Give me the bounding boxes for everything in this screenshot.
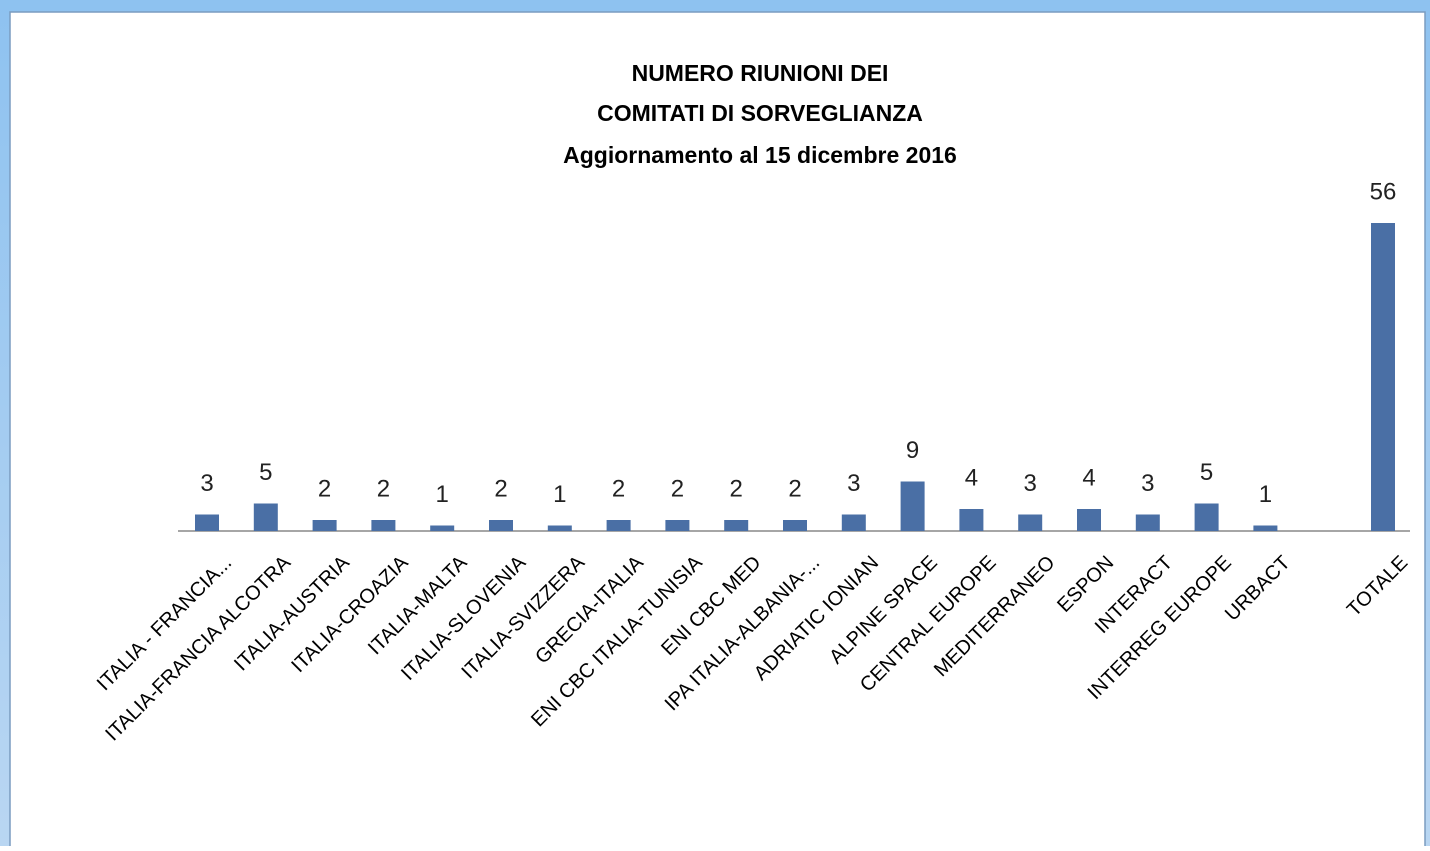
data-label: 2 [671,475,684,502]
bar [489,520,513,531]
bar [1194,503,1219,531]
bar [724,520,749,531]
bar [1135,514,1160,531]
bar [959,509,984,531]
chart-title: COMITATI DI SORVEGLIANZA [597,100,923,126]
data-label: 56 [1370,178,1397,205]
data-label: 1 [436,481,449,508]
data-label: 3 [1024,470,1037,497]
data-label: 5 [259,459,272,486]
data-label: 2 [730,475,743,502]
data-label: 3 [200,470,213,497]
bar [1018,514,1043,531]
plot-area [9,11,1426,851]
data-label: 1 [553,481,566,508]
data-label: 3 [847,470,860,497]
data-label: 2 [788,475,801,502]
bar [195,514,219,531]
data-label: 1 [1259,481,1272,508]
data-label: 9 [906,437,919,464]
bar [606,520,631,531]
data-label: 2 [318,475,331,502]
bar [253,503,278,531]
data-label: 3 [1141,470,1154,497]
bar [841,514,866,531]
chart-title: Aggiornamento al 15 dicembre 2016 [563,142,957,168]
bar [1371,223,1395,531]
bar [665,520,690,531]
bar [430,525,455,531]
bar [371,520,396,531]
data-label: 2 [494,475,507,502]
bar [1077,509,1101,531]
bar [900,481,925,531]
bar [547,525,572,531]
data-label: 2 [377,475,390,502]
data-label: 4 [1082,464,1095,491]
data-label: 5 [1200,459,1213,486]
chart-title: NUMERO RIUNIONI DEI [632,60,889,86]
data-label: 4 [965,464,978,491]
bar [783,520,807,531]
data-label: 2 [612,475,625,502]
bar [312,520,337,531]
bar [1253,525,1278,531]
